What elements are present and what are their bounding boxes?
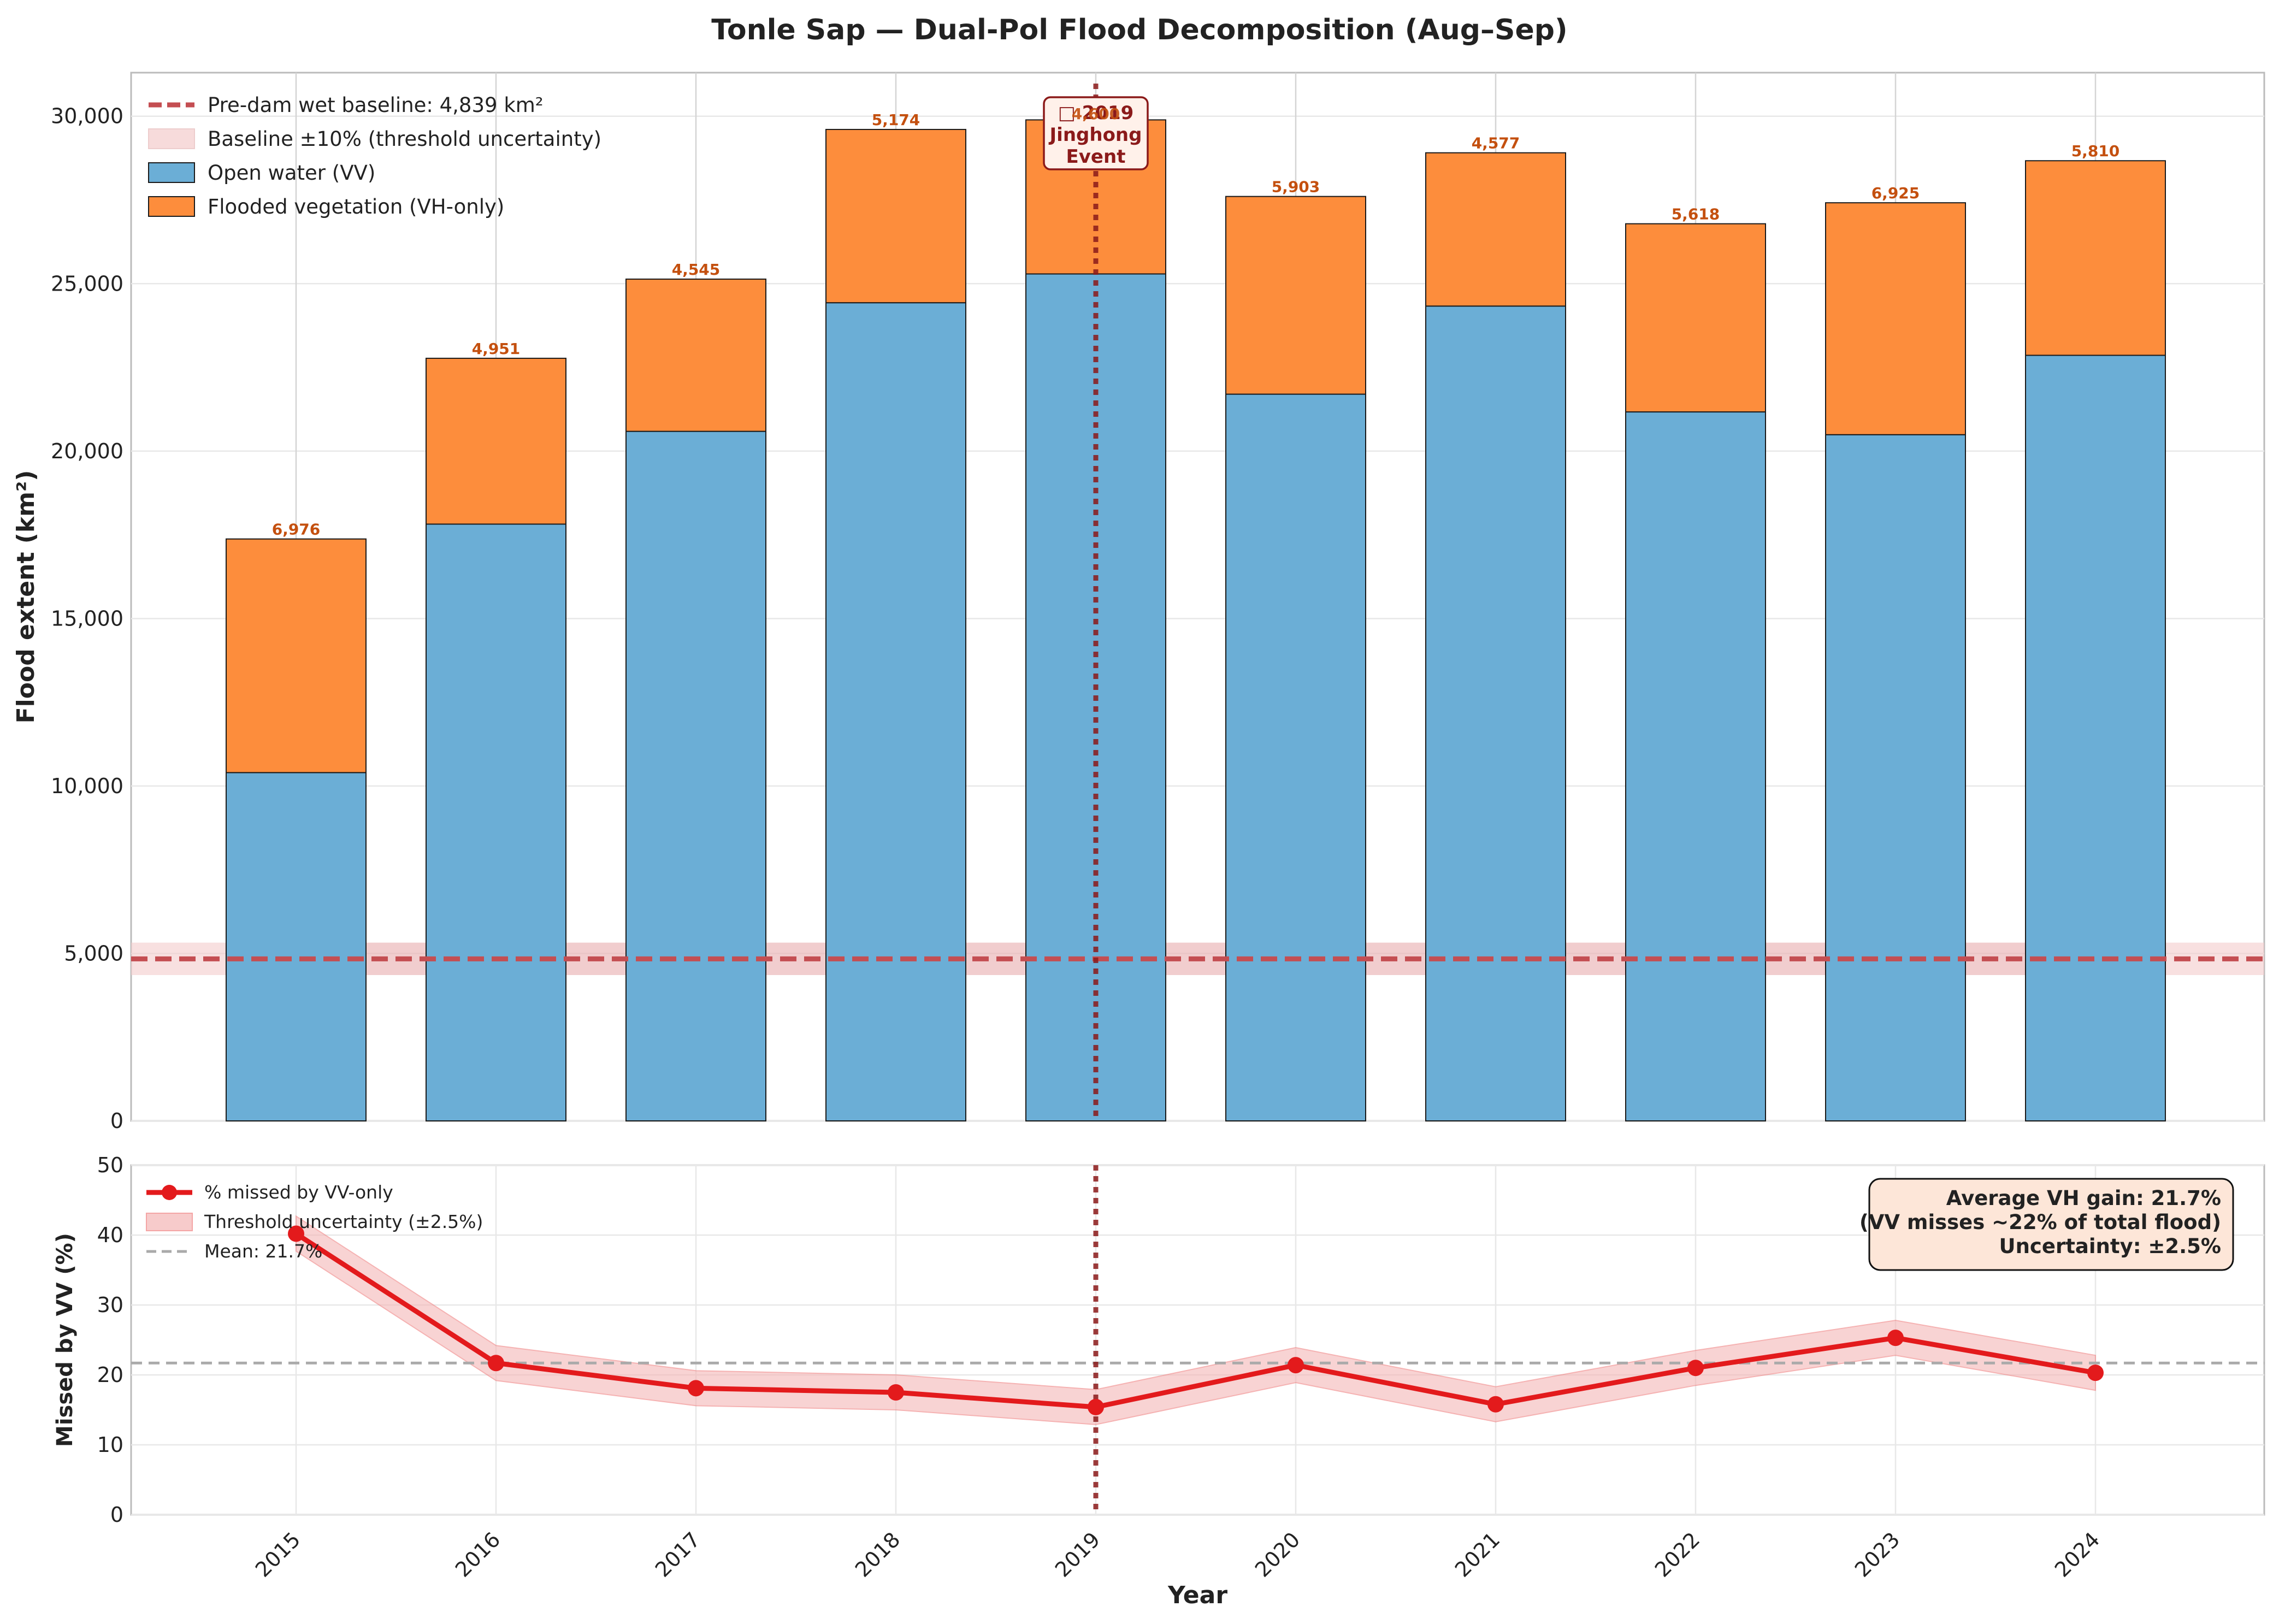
missed-by-vv-series [288,1225,2104,1415]
missed-point [1887,1330,1904,1347]
bar-flooded-vegetation [426,357,566,525]
event-annotation-line: Event [1066,146,1126,168]
missed-point [1487,1396,1504,1413]
legend-series-label: Open water (VV) [208,161,375,185]
bottom-y-tick-label: 30 [97,1293,123,1317]
missed-point [1288,1357,1304,1374]
threshold-uncertainty-band [296,1215,2096,1425]
bar-value-label: 6,925 [1871,184,1920,202]
bar-value-label: 4,951 [472,340,521,358]
bar-flooded-vegetation [1625,223,1766,413]
bar-open-water [1625,411,1766,1121]
bottom-reference-lines [131,1165,2264,1515]
bar-flooded-vegetation [1825,202,1966,435]
missed-point [488,1355,504,1372]
legend-threshold-swatch [146,1213,193,1231]
vh-gain-info-box: Average VH gain: 21.7%(VV misses ~22% of… [1859,1178,2234,1271]
bar-value-label: 5,810 [2071,142,2120,160]
chart-title: Tonle Sap — Dual-Pol Flood Decomposition… [711,14,1567,46]
missed-point [1088,1398,1104,1415]
info-box-line: Average VH gain: 21.7% [1946,1186,2221,1210]
x-axis-label: Year [1167,1581,1227,1609]
missed-point [2087,1365,2104,1381]
legend-band-label: Baseline ±10% (threshold uncertainty) [208,127,601,151]
bar-value-label: 4,545 [672,261,721,279]
legend-baseline-label: Pre-dam wet baseline: 4,839 km² [208,93,544,117]
bar-open-water [1225,393,1366,1121]
bar-value-label: 6,976 [272,521,321,539]
event-annotation-line: Jinghong [1049,124,1142,146]
missed-point [888,1384,904,1401]
bottom-y-axis-label: Missed by VV (%) [52,1233,78,1447]
bar-open-water [1425,305,1566,1121]
bar-value-label: 5,618 [1672,205,1720,223]
bar-value-label-2019: 4,600 [1072,105,1120,123]
bar-flooded-vegetation [2025,160,2166,356]
event-annotation-line: □ 2019 [1058,102,1134,124]
top-y-tick-labels: 0 5,000 10,000 15,000 20,000 25,000 30,000 [51,104,123,1133]
top-y-tick-label: 15,000 [51,606,123,630]
legend-threshold-label: Threshold uncertainty (±2.5%) [204,1211,483,1232]
legend-missed-label: % missed by VV-only [204,1182,393,1203]
top-y-tick-label: 25,000 [51,271,123,296]
bar-flooded-vegetation [226,538,367,773]
bottom-y-tick-labels: 0 10 20 30 40 50 [97,1153,123,1527]
bar-open-water [226,772,367,1121]
bar-flooded-vegetation [1425,152,1566,307]
info-box-line: (VV misses ~22% of total flood) [1859,1210,2221,1234]
bottom-y-tick-label: 20 [97,1363,123,1387]
top-y-tick-label: 30,000 [51,104,123,128]
bottom-y-tick-label: 50 [97,1153,123,1177]
top-legend: Pre-dam wet baseline: 4,839 km² Baseline … [148,93,601,218]
top-y-tick-label: 20,000 [51,439,123,463]
event-annotation-box [1043,96,1149,170]
uncertainty-band-area [296,1215,2096,1425]
missed-line [294,1231,2096,1410]
bar-open-water [1825,434,1966,1122]
info-box-line: Uncertainty: ±2.5% [1999,1235,2221,1258]
bottom-y-tick-label: 0 [110,1503,123,1527]
top-y-tick-label: 5,000 [64,941,123,965]
reference-lines [131,84,2264,1121]
bar-open-water [2025,355,2166,1121]
top-y-tick-label: 10,000 [51,774,123,798]
bottom-legend: % missed by VV-only Threshold uncertainty… [146,1182,483,1262]
bar-open-water [825,302,966,1121]
legend-series-swatch [148,196,195,217]
bar-value-labels: 6,976 4,951 4,545 5,174 4,600 5,903 4,577 5,618… [272,101,2120,538]
missed-point [688,1380,704,1397]
legend-series-swatch [148,162,195,183]
bar-value-label: 5,174 [872,111,920,129]
bottom-y-tick-label: 40 [97,1223,123,1247]
bar-flooded-vegetation [1225,196,1366,395]
bar-open-water [625,430,766,1122]
missed-point [1687,1360,1704,1377]
stacked-bars [226,119,2166,1122]
bar-flooded-vegetation [625,278,766,432]
legend-mean-label: Mean: 21.7% [204,1241,322,1262]
legend-series-label: Flooded vegetation (VH-only) [208,195,504,218]
bar-flooded-vegetation [825,128,966,304]
top-y-axis-label: Flood extent (km²) [12,470,40,724]
bottom-y-tick-label: 10 [97,1433,123,1457]
info-box-background [1868,1178,2234,1271]
top-y-tick-label: 0 [110,1109,123,1133]
bar-open-water [426,523,566,1121]
legend-missed-marker [162,1185,177,1200]
legend-band-swatch [148,128,195,149]
missed-point [288,1225,304,1242]
bar-value-label: 4,577 [1472,134,1520,152]
bar-value-label: 5,903 [1272,178,1320,196]
top-panel: 6,976 4,951 4,545 5,174 4,600 5,903 4,577 5,618… [12,72,2265,1133]
